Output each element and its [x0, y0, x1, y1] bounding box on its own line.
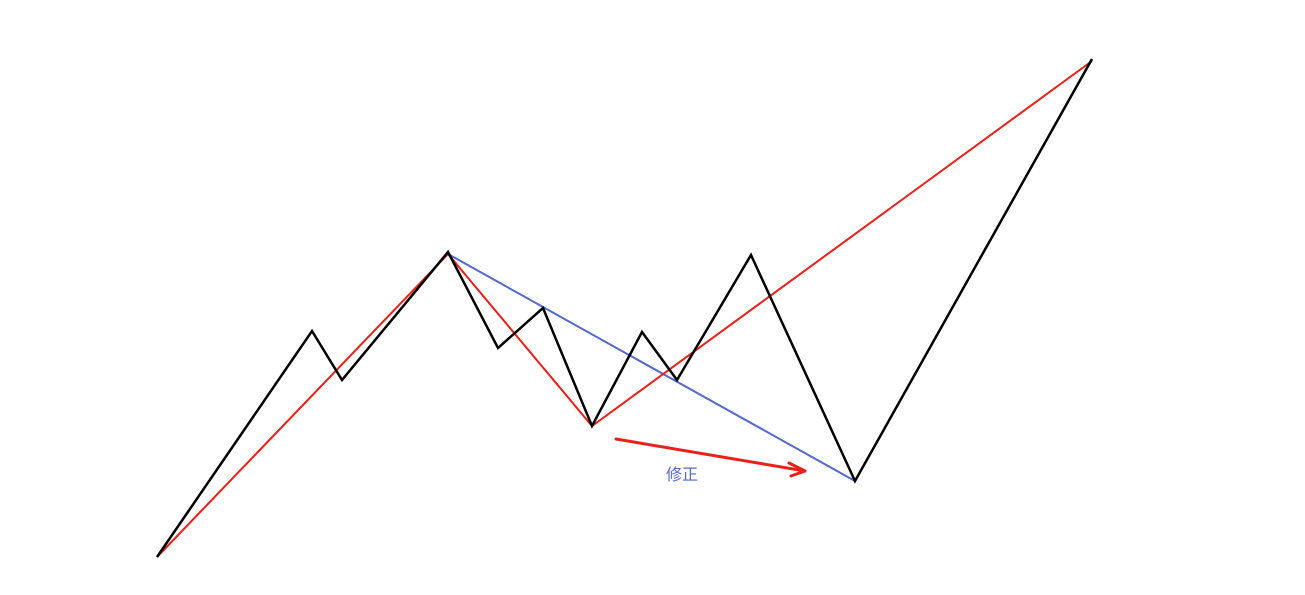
simplified-trend-line: [156, 60, 1093, 558]
correction-line: [447, 253, 856, 482]
arrow-head: [787, 461, 807, 478]
price-path-line: [155, 58, 1094, 558]
arrow-shaft: [614, 437, 807, 473]
correction-arrow: [614, 437, 807, 478]
correction-label: 修正: [666, 465, 698, 484]
